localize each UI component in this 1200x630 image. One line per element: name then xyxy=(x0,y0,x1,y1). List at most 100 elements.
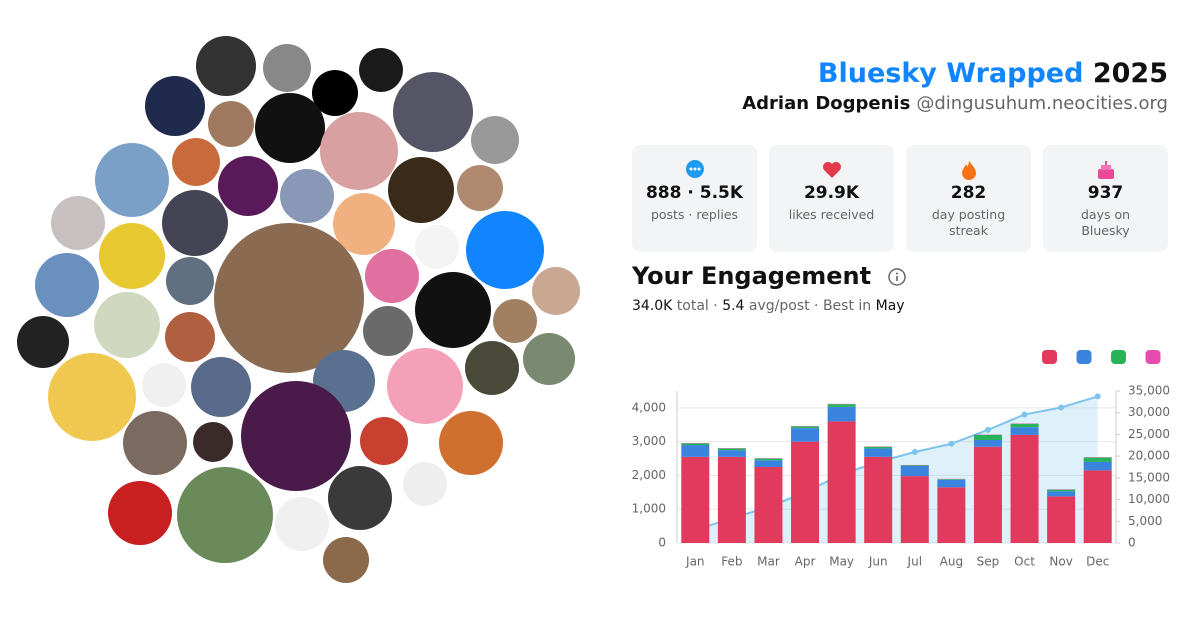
avatar[interactable] xyxy=(457,165,503,211)
avatar[interactable] xyxy=(280,169,334,223)
x-tick-label: Feb xyxy=(721,555,742,569)
bar-segment xyxy=(1083,470,1112,543)
avatar[interactable] xyxy=(328,466,392,530)
y2-tick-label: 30,000 xyxy=(1128,405,1170,419)
info-icon[interactable] xyxy=(887,267,907,287)
bar-segment xyxy=(973,434,1002,440)
avatar[interactable] xyxy=(35,253,99,317)
avatar[interactable] xyxy=(191,357,251,417)
stat-card: 29.9K likes received xyxy=(769,145,894,252)
year: 2025 xyxy=(1092,58,1168,89)
bar-segment xyxy=(900,476,929,543)
point xyxy=(948,440,955,447)
bar-segment xyxy=(1047,496,1076,543)
bar-segment xyxy=(681,443,710,446)
bar-segment xyxy=(827,404,856,407)
avatar[interactable] xyxy=(403,462,447,506)
avatar[interactable] xyxy=(208,101,254,147)
avatar[interactable] xyxy=(471,116,519,164)
legend-icon[interactable] xyxy=(1145,350,1161,364)
avatar[interactable] xyxy=(48,353,136,441)
avatar[interactable] xyxy=(108,481,172,545)
avatar[interactable] xyxy=(193,422,233,462)
avatar[interactable] xyxy=(493,299,537,343)
avatar[interactable] xyxy=(439,411,503,475)
bar-segment xyxy=(864,456,893,543)
avatar[interactable] xyxy=(320,112,398,190)
avatar[interactable] xyxy=(142,363,186,407)
y-tick-label: 4,000 xyxy=(632,400,666,414)
stat-value: 937 xyxy=(1087,183,1124,203)
avatar[interactable] xyxy=(99,223,165,289)
avatar-pack xyxy=(17,36,580,583)
avatar[interactable] xyxy=(415,272,491,348)
bar-segment xyxy=(717,456,746,543)
avatar[interactable] xyxy=(263,44,311,92)
avatar[interactable] xyxy=(214,223,364,373)
avatar[interactable] xyxy=(312,70,358,116)
bar-segment xyxy=(827,421,856,543)
line xyxy=(694,395,1098,532)
summary-part: avg/post · Best in xyxy=(744,298,876,314)
avatar[interactable] xyxy=(365,249,419,303)
user: Adrian Dogpenis @dingusuhum.neocities.org xyxy=(742,93,1168,114)
avatar[interactable] xyxy=(17,316,69,368)
avatar[interactable] xyxy=(165,312,215,362)
avatar[interactable] xyxy=(415,225,459,269)
avatar[interactable] xyxy=(387,348,463,424)
y-tick-label: 0 xyxy=(658,536,666,550)
avatar[interactable] xyxy=(465,341,519,395)
point xyxy=(984,426,991,433)
summary-part: total · xyxy=(672,298,723,314)
bar-segment xyxy=(973,446,1002,543)
stat-value: 888 · 5.5K xyxy=(645,183,744,203)
avatar[interactable] xyxy=(51,196,105,250)
bar-segment xyxy=(1047,491,1076,497)
avatar[interactable] xyxy=(275,497,329,551)
legend-icon[interactable] xyxy=(1042,350,1057,364)
avatar[interactable] xyxy=(393,72,473,152)
avatar[interactable] xyxy=(466,211,544,289)
avatar[interactable] xyxy=(532,267,580,315)
avatar[interactable] xyxy=(166,257,214,305)
bar-segment xyxy=(937,479,966,488)
avatar[interactable] xyxy=(94,292,160,358)
y2-tick-label: 15,000 xyxy=(1128,470,1170,484)
section-title-text: Your Engagement xyxy=(632,262,872,290)
legend-icon[interactable] xyxy=(1111,350,1126,364)
avatar[interactable] xyxy=(359,48,403,92)
avatar[interactable] xyxy=(360,417,408,465)
section-title: Your Engagement xyxy=(632,262,907,290)
avatar[interactable] xyxy=(523,333,575,385)
y-tick-label: 2,000 xyxy=(632,468,666,482)
x-tick-label: Aug xyxy=(940,555,963,569)
avatar[interactable] xyxy=(241,381,351,491)
avatar[interactable] xyxy=(333,193,395,255)
avatar[interactable] xyxy=(177,467,273,563)
avatar[interactable] xyxy=(196,36,256,96)
avatar[interactable] xyxy=(123,411,187,475)
point xyxy=(802,489,809,496)
handle: @dingusuhum.neocities.org xyxy=(916,93,1168,114)
avatar[interactable] xyxy=(255,93,325,163)
avatar[interactable] xyxy=(323,537,369,583)
y2-tick-label: 0 xyxy=(1128,536,1136,550)
avatar[interactable] xyxy=(172,138,220,186)
title: Bluesky Wrapped 2025 xyxy=(742,58,1168,89)
summary: 34.0K total · 5.4 avg/post · Best in May xyxy=(632,298,905,314)
x-tick-label: Jan xyxy=(685,555,705,569)
avatar[interactable] xyxy=(162,190,228,256)
avatar[interactable] xyxy=(363,306,413,356)
display-name: Adrian Dogpenis xyxy=(742,93,911,114)
avatar[interactable] xyxy=(95,143,169,217)
legend-icon[interactable] xyxy=(1076,350,1092,364)
bar-segment xyxy=(754,467,783,543)
avatar[interactable] xyxy=(145,76,205,136)
avatar[interactable] xyxy=(388,157,454,223)
bar-segment xyxy=(937,479,966,480)
bar-segment xyxy=(1010,434,1039,543)
x-tick-label: Jul xyxy=(907,555,922,569)
bar-segment xyxy=(1047,489,1076,492)
y-tick-label: 3,000 xyxy=(632,434,666,448)
avatar[interactable] xyxy=(218,156,278,216)
